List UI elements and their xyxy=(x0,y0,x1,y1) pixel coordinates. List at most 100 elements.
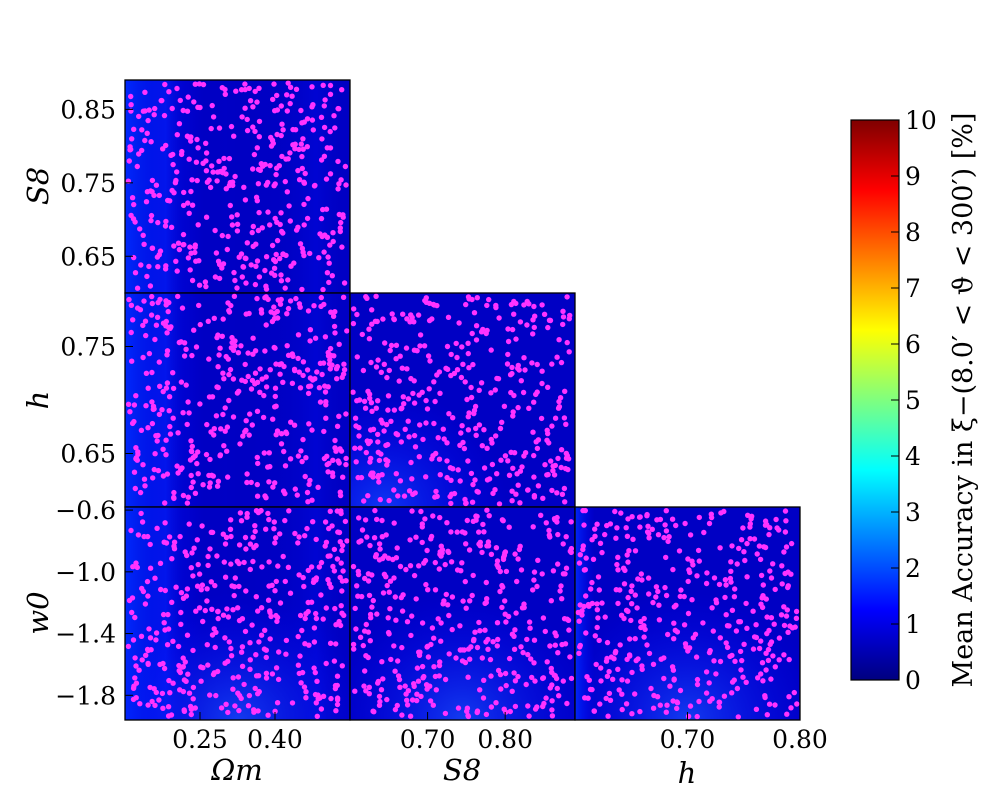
sample-point xyxy=(386,589,392,595)
sample-point xyxy=(331,546,338,553)
sample-point xyxy=(779,581,785,587)
sample-point xyxy=(290,353,296,359)
sample-point xyxy=(495,636,501,643)
sample-point xyxy=(196,571,203,577)
sample-point xyxy=(615,600,621,607)
sample-point xyxy=(543,695,549,701)
sample-point xyxy=(279,153,285,160)
sample-point xyxy=(438,638,444,644)
sample-point xyxy=(518,644,524,650)
sample-point xyxy=(367,638,373,644)
sample-point xyxy=(161,112,168,119)
sample-point xyxy=(324,270,331,276)
sample-point xyxy=(734,561,740,567)
sample-point xyxy=(330,457,336,463)
sample-point xyxy=(711,658,717,664)
sample-point xyxy=(409,697,416,703)
sample-point xyxy=(471,310,478,316)
sample-point xyxy=(526,405,532,411)
sample-point xyxy=(265,296,271,303)
sample-point xyxy=(613,535,619,541)
sample-point xyxy=(127,409,133,415)
sample-point xyxy=(361,498,367,504)
sample-point xyxy=(253,652,259,658)
sample-point xyxy=(274,165,280,171)
sample-point xyxy=(132,614,138,621)
sample-point xyxy=(134,305,141,311)
sample-point xyxy=(159,690,166,697)
sample-point xyxy=(549,487,555,494)
sample-point xyxy=(782,570,788,577)
sample-point xyxy=(562,388,568,394)
sample-point xyxy=(710,628,716,634)
colorbar-tick-label: 9 xyxy=(905,162,921,191)
sample-point xyxy=(265,179,271,186)
sample-point xyxy=(170,151,176,158)
sample-point xyxy=(783,518,789,524)
sample-point xyxy=(313,610,319,617)
sample-point xyxy=(239,663,246,669)
sample-point xyxy=(464,517,470,524)
sample-point xyxy=(210,671,217,678)
sample-point xyxy=(376,693,383,700)
sample-point xyxy=(160,705,166,711)
sample-point xyxy=(770,653,776,659)
sample-point xyxy=(236,692,243,699)
sample-point xyxy=(445,602,451,608)
sample-point xyxy=(515,482,521,488)
sample-point xyxy=(156,192,162,199)
sample-point xyxy=(369,604,375,610)
sample-point xyxy=(232,703,238,709)
sample-point xyxy=(193,159,200,165)
sample-point xyxy=(136,667,142,673)
sample-point xyxy=(180,688,187,695)
sample-point xyxy=(179,465,185,471)
sample-point xyxy=(216,125,223,131)
sample-point xyxy=(166,408,172,414)
xtick-label-S8: 0.70 xyxy=(400,725,456,754)
sample-point xyxy=(393,342,400,348)
sample-point xyxy=(254,295,260,302)
sample-point xyxy=(376,457,383,464)
sample-point xyxy=(225,709,231,716)
sample-point xyxy=(263,322,269,328)
sample-point xyxy=(606,668,612,675)
sample-point xyxy=(300,136,306,142)
sample-point xyxy=(503,709,509,715)
sample-point xyxy=(318,294,324,301)
sample-point xyxy=(645,575,652,581)
sample-point xyxy=(227,526,234,532)
sample-point xyxy=(419,521,425,527)
sample-point xyxy=(287,218,293,224)
sample-point xyxy=(576,650,582,656)
sample-point xyxy=(433,687,439,693)
sample-point xyxy=(263,384,270,390)
sample-point xyxy=(271,183,277,189)
sample-point xyxy=(352,688,358,694)
sample-point xyxy=(126,296,132,303)
sample-point xyxy=(546,532,552,538)
sample-point xyxy=(791,689,797,696)
sample-point xyxy=(132,675,138,681)
sample-point xyxy=(332,437,338,444)
sample-point xyxy=(512,703,519,710)
sample-point xyxy=(259,225,265,231)
sample-point xyxy=(341,280,348,286)
sample-point xyxy=(278,103,284,109)
sample-point xyxy=(327,508,333,514)
sample-point xyxy=(481,677,487,683)
sample-point xyxy=(303,455,309,461)
sample-point xyxy=(215,364,221,370)
sample-point xyxy=(318,559,325,566)
sample-point xyxy=(740,525,746,531)
sample-point xyxy=(323,176,330,182)
sample-point xyxy=(206,472,212,479)
sample-point xyxy=(473,517,479,523)
sample-point xyxy=(173,584,179,590)
sample-point xyxy=(375,398,381,404)
sample-point xyxy=(400,394,406,400)
sample-point xyxy=(300,359,307,365)
sample-point xyxy=(220,612,227,618)
sample-point xyxy=(250,223,256,230)
sample-point xyxy=(194,460,200,467)
